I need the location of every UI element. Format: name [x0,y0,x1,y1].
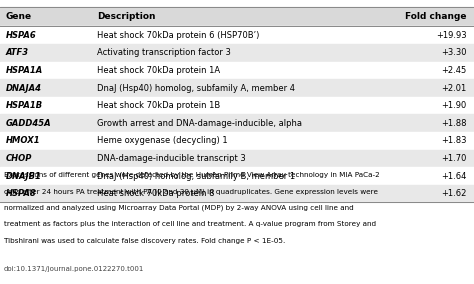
Text: GADD45A: GADD45A [6,119,51,128]
Bar [0,7,474,26]
Text: HMOX1: HMOX1 [6,136,40,145]
Text: Heat shock 70kDa protein 6 (HSP70B’): Heat shock 70kDa protein 6 (HSP70B’) [97,31,260,40]
Text: doi:10.1371/journal.pone.0122270.t001: doi:10.1371/journal.pone.0122270.t001 [4,266,144,272]
Bar [0,114,474,132]
Text: +3.30: +3.30 [441,48,467,57]
Text: Growth arrest and DNA-damage-inducible, alpha: Growth arrest and DNA-damage-inducible, … [97,119,302,128]
Text: Activating transcription factor 3: Activating transcription factor 3 [97,48,231,57]
Bar [0,62,474,79]
Text: Expressions of different genes were detected by the Human Prime View Array techn: Expressions of different genes were dete… [4,172,380,178]
Text: Heat shock 70kDa protein 1A: Heat shock 70kDa protein 1A [97,66,220,75]
Text: +1.90: +1.90 [442,101,467,110]
Text: Heat shock 70kDa protein 8: Heat shock 70kDa protein 8 [97,189,215,198]
Text: Gene: Gene [6,12,32,21]
Text: +1.70: +1.70 [441,154,467,163]
Text: Heat shock 70kDa protein 1B: Heat shock 70kDa protein 1B [97,101,220,110]
Text: +1.62: +1.62 [441,189,467,198]
Text: Tibshirani was used to calculate false discovery rates. Fold change P < 1E-05.: Tibshirani was used to calculate false d… [4,238,285,244]
Text: +1.88: +1.88 [441,119,467,128]
Bar [0,79,474,97]
Bar [0,97,474,114]
Text: ATF3: ATF3 [6,48,29,57]
Text: DnaJ (Hsp40) homolog, subfamily A, member 4: DnaJ (Hsp40) homolog, subfamily A, membe… [97,83,295,93]
Text: +19.93: +19.93 [436,31,467,40]
Bar [0,132,474,150]
Text: HSPA6: HSPA6 [6,31,36,40]
Text: DNAJA4: DNAJA4 [6,83,42,93]
Text: HSPA8: HSPA8 [6,189,36,198]
Bar [0,44,474,62]
Text: +2.45: +2.45 [442,66,467,75]
Text: normalized and analyzed using Microarray Data Portal (MDP) by 2-way ANOVA using : normalized and analyzed using Microarray… [4,205,354,211]
Text: +2.01: +2.01 [442,83,467,93]
Bar [0,185,474,202]
Bar [0,150,474,167]
Text: +1.64: +1.64 [441,172,467,181]
Text: cells after 24 hours PA treatment with PA (0 and 30 μM) in quadruplicates. Gene : cells after 24 hours PA treatment with P… [4,188,378,195]
Text: DNAJB1: DNAJB1 [6,172,42,181]
Text: HSPA1B: HSPA1B [6,101,43,110]
Text: +1.83: +1.83 [441,136,467,145]
Text: DnaJ (Hsp40) homolog, subfamily B, member 1: DnaJ (Hsp40) homolog, subfamily B, membe… [97,172,295,181]
Text: DNA-damage-inducible transcript 3: DNA-damage-inducible transcript 3 [97,154,246,163]
Bar [0,167,474,185]
Text: Fold change: Fold change [405,12,467,21]
Bar [0,26,474,44]
Text: CHOP: CHOP [6,154,32,163]
Text: treatment as factors plus the interaction of cell line and treatment. A q-value : treatment as factors plus the interactio… [4,221,376,227]
Text: Heme oxygenase (decycling) 1: Heme oxygenase (decycling) 1 [97,136,228,145]
Text: HSPA1A: HSPA1A [6,66,43,75]
Text: Description: Description [97,12,155,21]
